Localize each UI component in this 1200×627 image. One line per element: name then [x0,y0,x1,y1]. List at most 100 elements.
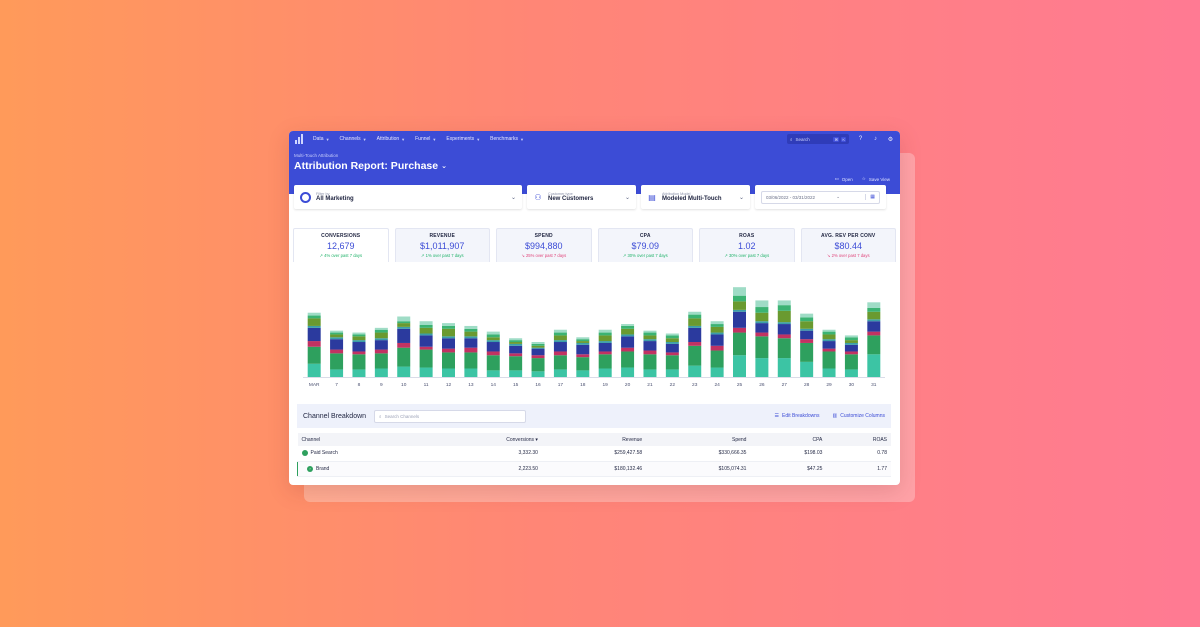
bar-segment-28-3[interactable] [800,330,814,340]
bar-segment-21-5[interactable] [643,335,657,340]
bar-segment-19-0[interactable] [598,368,612,377]
bar-stack-15[interactable] [509,338,523,377]
bar-segment-24-6[interactable] [710,324,724,327]
bar-segment-15-5[interactable] [509,342,523,344]
nav-item-channels[interactable]: Channels ▼ [340,136,367,142]
bar-stack-20[interactable] [621,324,635,377]
bar-stack-29[interactable] [822,329,836,377]
bar-segment-18-6[interactable] [576,339,590,342]
metric-tab-spend[interactable]: SPEND $994,880 ↘ 25% over past 7 days [496,228,592,262]
bar-stack-27[interactable] [777,300,791,377]
save-view-button[interactable]: ☆ Save View [862,176,890,182]
bar-segment-8-5[interactable] [352,336,366,341]
bar-segment-30-5[interactable] [844,340,858,343]
bar-segment-28-2[interactable] [800,339,814,343]
bar-segment-7-4[interactable] [330,337,344,340]
bar-segment-16-4[interactable] [531,347,545,349]
bar-segment-24-4[interactable] [710,332,724,335]
bar-stack-14[interactable] [486,331,500,377]
bar-segment-8-4[interactable] [352,340,366,343]
attribution-model-select[interactable]: ▤ Attribution Model Modeled Multi-Touch … [641,185,750,209]
bar-segment-28-1[interactable] [800,342,814,362]
bar-segment-18-4[interactable] [576,342,590,345]
bar-segment-12-2[interactable] [442,348,455,353]
nav-item-experiments[interactable]: Experiments ▼ [446,136,480,142]
bar-segment-14-1[interactable] [486,355,500,371]
bar-segment-9-6[interactable] [374,329,388,333]
bar-segment-29-4[interactable] [822,339,836,342]
bar-segment-13-1[interactable] [464,352,478,369]
bar-segment-24-0[interactable] [710,367,724,377]
bar-segment-13-6[interactable] [464,328,478,332]
bar-segment-20-0[interactable] [621,367,635,377]
column-header-revenue[interactable]: Revenue [541,433,647,446]
metric-tab-roas[interactable]: ROAS 1.02 ↗ 30% over past 7 days [699,228,795,262]
bar-segment-12-3[interactable] [442,338,455,349]
bar-segment-21-4[interactable] [643,339,657,342]
bar-segment-18-3[interactable] [576,344,590,355]
bar-segment-11-6[interactable] [419,325,433,328]
bar-stack-25[interactable] [733,287,746,377]
bar-segment-29-1[interactable] [822,351,836,369]
metric-tab-revenue[interactable]: REVENUE $1,011,907 ↗ 1% over past 7 days [394,228,490,262]
bar-stack-22[interactable] [665,333,679,377]
bar-stack-12[interactable] [442,323,455,377]
channel-search-input[interactable]: ⌕ Search Channels [374,409,527,423]
bar-segment-8-7[interactable] [352,332,366,335]
global-search-input[interactable]: ⌕ Search ⌘ K [787,134,849,144]
bar-segment-8-0[interactable] [352,369,366,377]
bar-stack-8[interactable] [352,332,366,377]
bar-segment-26-3[interactable] [755,323,769,333]
bar-segment-28-6[interactable] [800,317,814,322]
bar-segment-13-5[interactable] [464,331,478,337]
bar-segment-21-3[interactable] [643,341,657,351]
bar-segment-MAR-7[interactable] [307,312,321,316]
bar-segment-26-2[interactable] [755,332,769,337]
bar-segment-18-7[interactable] [576,337,590,340]
bar-segment-15-0[interactable] [509,370,523,377]
bar-segment-12-7[interactable] [442,323,455,326]
bar-segment-29-2[interactable] [822,348,836,352]
bar-segment-21-6[interactable] [643,332,657,336]
bar-segment-22-4[interactable] [665,342,679,344]
bar-segment-21-7[interactable] [643,330,657,333]
bar-segment-29-7[interactable] [822,329,836,332]
bar-segment-29-0[interactable] [822,368,836,377]
metric-tab-avg-rev-per-conv[interactable]: AVG. REV PER CONV $80.44 ↘ 2% over past … [800,228,896,262]
bar-stack-30[interactable] [844,335,858,377]
bar-segment-10-3[interactable] [397,328,411,343]
bar-segment-26-6[interactable] [755,307,769,313]
bar-stack-28[interactable] [800,313,814,377]
bar-stack-19[interactable] [598,329,612,377]
bar-segment-13-4[interactable] [464,336,478,339]
bar-segment-22-0[interactable] [665,369,679,377]
metric-tab-cpa[interactable]: CPA $79.09 ↗ 30% over past 7 days [597,228,693,262]
bar-segment-10-1[interactable] [397,347,411,367]
bar-segment-17-2[interactable] [553,351,567,356]
bar-segment-24-2[interactable] [710,345,724,351]
bar-segment-13-7[interactable] [464,325,478,329]
bar-stack-13[interactable] [464,325,478,377]
bar-segment-22-2[interactable] [665,352,679,356]
bar-segment-29-5[interactable] [822,334,836,340]
bar-segment-12-4[interactable] [442,336,455,339]
bar-segment-15-1[interactable] [509,356,523,371]
bar-segment-20-1[interactable] [621,351,635,368]
bar-segment-15-3[interactable] [509,345,523,354]
bar-segment-18-5[interactable] [576,341,590,343]
bar-segment-26-4[interactable] [755,321,769,324]
bar-segment-25-5[interactable] [733,301,746,310]
bar-segment-12-0[interactable] [442,368,455,377]
bar-segment-25-3[interactable] [733,311,746,328]
bar-segment-20-3[interactable] [621,336,635,348]
bar-segment-22-5[interactable] [665,338,679,343]
bar-segment-31-5[interactable] [867,311,881,320]
bar-segment-16-0[interactable] [531,371,545,377]
nav-item-attribution[interactable]: Attribution ▼ [377,136,405,142]
bar-segment-28-5[interactable] [800,321,814,329]
bar-segment-8-2[interactable] [352,351,366,355]
bar-stack-7[interactable] [330,330,344,377]
bar-segment-7-7[interactable] [330,330,344,333]
bar-segment-23-3[interactable] [688,327,702,343]
bar-stack-11[interactable] [419,321,433,377]
